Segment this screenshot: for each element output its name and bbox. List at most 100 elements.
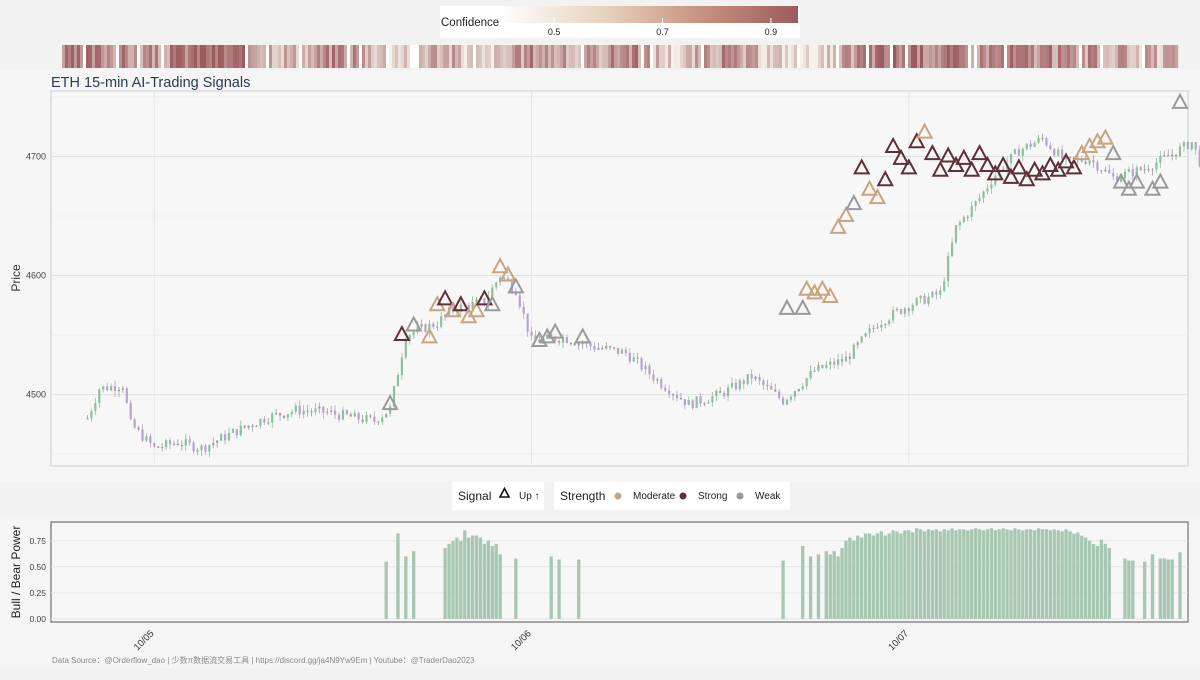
- candle: [255, 424, 258, 427]
- candle: [294, 402, 297, 415]
- price-y-tick-1: 4600: [26, 271, 46, 281]
- confidence-strip-cell: [62, 45, 66, 68]
- confidence-strip-cell: [482, 45, 486, 68]
- candle: [785, 398, 789, 406]
- confidence-strip-cell: [902, 45, 906, 68]
- confidence-strip-cell: [602, 45, 606, 68]
- candle: [1171, 149, 1174, 161]
- confidence-strip-cell: [374, 45, 378, 68]
- confidence-strip-cell: [590, 45, 594, 68]
- confidence-strip-cell: [365, 45, 369, 68]
- confidence-strip-cell: [833, 45, 837, 68]
- candle: [750, 369, 753, 385]
- candle: [271, 411, 274, 429]
- candle: [742, 378, 745, 390]
- candle: [90, 408, 93, 422]
- confidence-strip-cell: [176, 45, 180, 68]
- confidence-strip-cell: [326, 45, 330, 68]
- signal-marker: [860, 179, 879, 196]
- signal-marker: [813, 279, 832, 296]
- signal-marker: [955, 148, 973, 165]
- confidence-strip-cell: [470, 45, 474, 68]
- confidence-strip-cell: [344, 45, 348, 68]
- candle: [557, 339, 561, 346]
- candle: [286, 414, 290, 422]
- candle: [664, 384, 667, 393]
- candle: [691, 399, 694, 410]
- confidence-strip-cell: [950, 45, 954, 68]
- candle: [227, 427, 231, 442]
- candle: [884, 322, 887, 329]
- signal-marker: [884, 136, 902, 153]
- signal-marker: [393, 324, 411, 342]
- confidence-strip-cell: [146, 45, 150, 68]
- candle: [1057, 146, 1060, 157]
- confidence-strip-cell: [197, 45, 201, 68]
- candle: [1163, 150, 1166, 158]
- confidence-strip-cell: [104, 45, 108, 68]
- price-y-tick-0: 4500: [26, 390, 46, 400]
- confidence-strip-cell: [524, 45, 528, 68]
- candles: [86, 133, 1200, 458]
- confidence-strip-cell: [1130, 45, 1134, 68]
- candle: [216, 439, 219, 448]
- power-bar: [412, 551, 416, 619]
- confidence-strip-cell: [800, 45, 804, 68]
- legend-swatch: [614, 492, 622, 500]
- power-bar: [840, 548, 844, 619]
- candle: [1127, 166, 1131, 173]
- candle: [738, 378, 741, 392]
- confidence-strip-cell: [530, 45, 534, 68]
- confidence-strip-cell: [947, 45, 951, 68]
- confidence-strip-cell: [266, 45, 270, 68]
- confidence-strip-cell: [215, 45, 219, 68]
- candle: [333, 405, 337, 419]
- confidence-strip-cell: [665, 45, 669, 68]
- confidence-strip-cell: [980, 45, 984, 68]
- confidence-strip-cell: [311, 45, 315, 68]
- confidence-strip-cell: [944, 45, 948, 68]
- power-bar: [922, 531, 927, 619]
- confidence-strip-cell: [236, 45, 240, 68]
- candle: [184, 433, 187, 451]
- power-bar: [1150, 554, 1155, 619]
- candle: [1100, 169, 1103, 174]
- confidence-strip-cell: [563, 45, 567, 68]
- confidence-strip-cell: [1007, 45, 1011, 68]
- signal-marker: [970, 143, 989, 161]
- candle: [400, 353, 403, 380]
- confidence-strip-cell: [839, 45, 843, 68]
- signal-marker: [491, 257, 509, 274]
- confidence-strip-cell: [941, 45, 945, 68]
- candle: [950, 236, 954, 258]
- candle: [353, 409, 356, 417]
- signal-marker: [963, 160, 981, 177]
- power-bar: [1084, 537, 1088, 619]
- candle: [349, 412, 352, 417]
- power-bar: [1013, 528, 1017, 619]
- confidence-strip-cell: [128, 45, 132, 68]
- confidence-strip-cell: [707, 45, 711, 68]
- power-bar: [1087, 540, 1092, 619]
- power-bar: [875, 533, 880, 619]
- power-bar: [1068, 531, 1072, 619]
- confidence-strip-cell: [290, 45, 294, 68]
- confidence-strip-cell: [845, 45, 849, 68]
- signal-marker: [1033, 164, 1052, 181]
- power-bar: [557, 559, 561, 619]
- confidence-strip-cell: [497, 45, 501, 68]
- signal-marker: [915, 122, 934, 139]
- candle: [703, 401, 706, 407]
- confidence-strip-cell: [116, 45, 120, 68]
- confidence-strip-cell: [581, 45, 585, 68]
- signal-marker: [1049, 160, 1067, 177]
- candle: [695, 396, 698, 409]
- candle: [616, 347, 620, 357]
- candle: [1092, 155, 1095, 168]
- confidence-strip-cell: [572, 45, 576, 68]
- confidence-strip-cell: [851, 45, 855, 68]
- power-bar: [1142, 561, 1147, 619]
- power-bar: [451, 540, 455, 619]
- candle: [809, 365, 812, 381]
- candle: [903, 306, 907, 318]
